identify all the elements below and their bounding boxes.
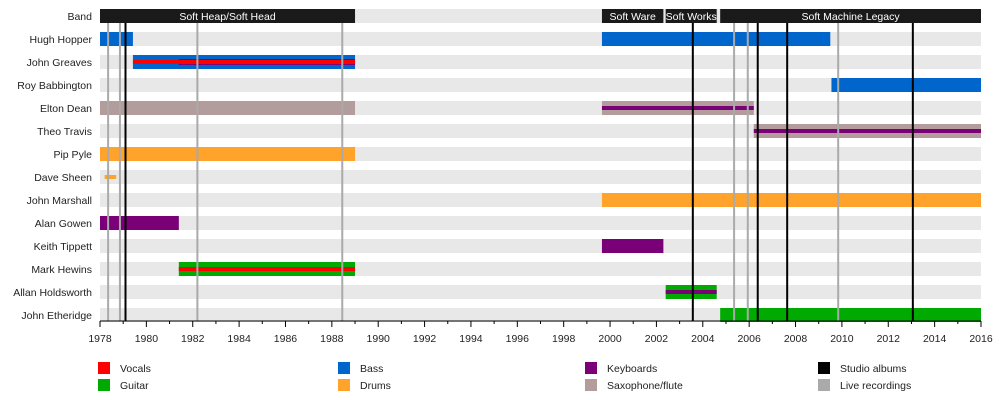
band-label: Soft Ware bbox=[610, 11, 656, 23]
row-stripe bbox=[100, 285, 981, 299]
legend-swatch bbox=[818, 362, 830, 374]
x-tick-label: 1998 bbox=[552, 333, 576, 345]
x-tick-label: 1988 bbox=[320, 333, 344, 345]
x-tick-label: 1980 bbox=[135, 333, 159, 345]
legend-swatch bbox=[818, 379, 830, 391]
release-lines bbox=[107, 23, 914, 321]
x-tick-label: 1996 bbox=[506, 333, 530, 345]
x-tick-label: 1984 bbox=[227, 333, 251, 345]
band-label: Soft Machine Legacy bbox=[802, 11, 901, 23]
bar-keyboards bbox=[753, 129, 981, 133]
row-stripe bbox=[100, 216, 981, 230]
row-stripe bbox=[100, 32, 981, 46]
row-label: John Marshall bbox=[27, 195, 92, 207]
bar-vocals bbox=[178, 267, 356, 271]
x-tick-label: 2008 bbox=[784, 333, 808, 345]
row-label: Band bbox=[67, 11, 92, 23]
row-stripe bbox=[100, 78, 981, 92]
x-tick-label: 1992 bbox=[413, 333, 437, 345]
row-label: John Greaves bbox=[27, 57, 92, 69]
band-bar bbox=[601, 9, 664, 23]
legend-label: Guitar bbox=[120, 380, 149, 392]
bar-guitar bbox=[720, 308, 981, 322]
bar-bass bbox=[601, 32, 831, 46]
band-bar bbox=[100, 9, 356, 23]
row-stripe bbox=[100, 170, 981, 184]
band-bar bbox=[720, 9, 981, 23]
row-label: Elton Dean bbox=[40, 103, 92, 115]
row-label: Alan Gowen bbox=[35, 218, 92, 230]
row-label: Mark Hewins bbox=[31, 264, 92, 276]
row-label: Theo Travis bbox=[37, 126, 92, 138]
x-tick-label: 2000 bbox=[598, 333, 622, 345]
bar-bass bbox=[831, 78, 981, 92]
legend-swatch bbox=[338, 362, 350, 374]
row-label: Allan Holdsworth bbox=[13, 287, 92, 299]
x-tick-label: 2014 bbox=[923, 333, 947, 345]
legend-swatch bbox=[585, 379, 597, 391]
x-tick-label: 1994 bbox=[459, 333, 483, 345]
x-tick-label: 2016 bbox=[969, 333, 993, 345]
row-label: Hugh Hopper bbox=[30, 34, 93, 46]
x-tick-label: 1990 bbox=[367, 333, 391, 345]
row-label: Pip Pyle bbox=[53, 149, 92, 161]
bar-keyboards bbox=[100, 216, 179, 230]
x-tick-label: 1986 bbox=[274, 333, 298, 345]
x-tick-label: 2004 bbox=[691, 333, 715, 345]
x-tick-label: 2012 bbox=[877, 333, 901, 345]
bar-keyboards bbox=[665, 290, 717, 294]
x-tick-label: 1978 bbox=[88, 333, 112, 345]
bar-saxophone-flute bbox=[100, 101, 356, 115]
band-label: Soft Works bbox=[666, 11, 717, 23]
bar-vocals bbox=[132, 60, 356, 64]
bar-bass bbox=[100, 32, 133, 46]
row-label: Roy Babbington bbox=[17, 80, 92, 92]
bar-drums bbox=[601, 193, 981, 207]
x-tick-label: 2002 bbox=[645, 333, 669, 345]
legend-swatch bbox=[98, 379, 110, 391]
row-label: Keith Tippett bbox=[34, 241, 92, 253]
x-tick-label: 2006 bbox=[737, 333, 761, 345]
x-axis: 1978 1980 1982 1984 1986 1988 1990 1992 1994 1996… bbox=[88, 320, 993, 345]
legend-label: Studio albums bbox=[840, 363, 907, 375]
x-tick-label: 2010 bbox=[830, 333, 854, 345]
band-label: Soft Heap/Soft Head bbox=[179, 11, 275, 23]
legend-label: Live recordings bbox=[840, 380, 911, 392]
band-bar bbox=[665, 9, 717, 23]
legend-label: Vocals bbox=[120, 363, 151, 375]
band-bars: Soft Heap/Soft Head Soft Ware Soft Works So… bbox=[100, 9, 981, 23]
legend-swatch bbox=[338, 379, 350, 391]
row-stripe bbox=[100, 239, 981, 253]
legend-swatch bbox=[585, 362, 597, 374]
legend-label: Keyboards bbox=[607, 363, 657, 375]
legend-swatch bbox=[98, 362, 110, 374]
legend-label: Saxophone/flute bbox=[607, 380, 683, 392]
legend-label: Bass bbox=[360, 363, 383, 375]
row-labels: Band Hugh Hopper John Greaves Roy Babbingto… bbox=[13, 11, 92, 322]
bar-keyboards bbox=[601, 106, 754, 110]
legend-label: Drums bbox=[360, 380, 391, 392]
bar-drums bbox=[104, 175, 117, 179]
x-tick-label: 1982 bbox=[181, 333, 205, 345]
row-label: Dave Sheen bbox=[34, 172, 92, 184]
bar-drums bbox=[100, 147, 356, 161]
legend: Vocals Guitar Bass Drums Keyboards Saxophone/… bbox=[98, 362, 911, 392]
row-label: John Etheridge bbox=[21, 310, 92, 322]
bar-keyboards bbox=[601, 239, 664, 253]
